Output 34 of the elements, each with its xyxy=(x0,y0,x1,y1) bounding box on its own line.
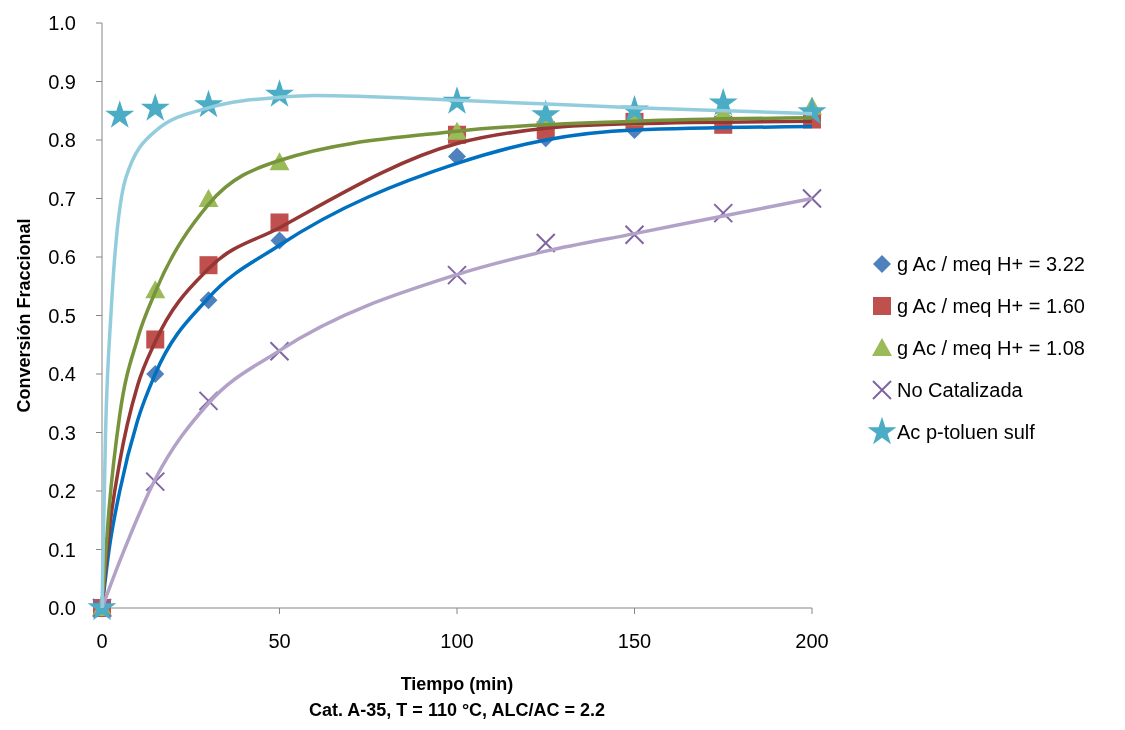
y-tick-label: 1.0 xyxy=(48,12,76,34)
y-tick-label: 0.0 xyxy=(48,597,76,619)
y-tick-label: 0.2 xyxy=(48,480,76,502)
point xyxy=(447,265,467,286)
point xyxy=(535,232,556,253)
y-tick-label: 0.5 xyxy=(48,304,76,327)
y-tick-label: 0.9 xyxy=(48,70,76,93)
legend-label: No Catalizada xyxy=(897,379,1024,401)
y-tick-label: 0.1 xyxy=(48,538,76,561)
point xyxy=(713,203,734,224)
y-tick-label: 0.4 xyxy=(48,363,76,385)
point xyxy=(198,390,219,411)
y-tick-label: 0.8 xyxy=(48,129,76,151)
x-tick-label: 100 xyxy=(440,630,474,652)
y-tick-label: 0.7 xyxy=(48,187,76,210)
x-tick-label: 150 xyxy=(617,630,652,652)
y-axis-title: Conversión Fraccional xyxy=(14,218,34,413)
point xyxy=(624,224,645,245)
x-tick-label: 50 xyxy=(268,630,291,652)
point xyxy=(105,100,135,128)
legend-label: g Ac / meq H+ = 3.22 xyxy=(897,253,1085,275)
x-tick-label: 200 xyxy=(795,630,829,652)
legend-label: Ac p-toluen sulf xyxy=(897,421,1036,443)
legend-label: g Ac / meq H+ = 1.60 xyxy=(897,295,1085,317)
legend-label: g Ac / meq H+ = 1.08 xyxy=(897,337,1085,359)
point xyxy=(802,188,822,209)
y-tick-label: 0.6 xyxy=(48,246,76,268)
x-tick-label: 0 xyxy=(96,630,108,652)
x-axis-title: Tiempo (min) xyxy=(400,674,514,694)
point xyxy=(145,471,166,492)
point xyxy=(269,341,290,362)
text: Cat. A-35, T = 110 °C, ALC/AC = 2.2 xyxy=(309,700,605,720)
y-tick-label: 0.3 xyxy=(48,421,76,444)
point xyxy=(140,93,170,121)
